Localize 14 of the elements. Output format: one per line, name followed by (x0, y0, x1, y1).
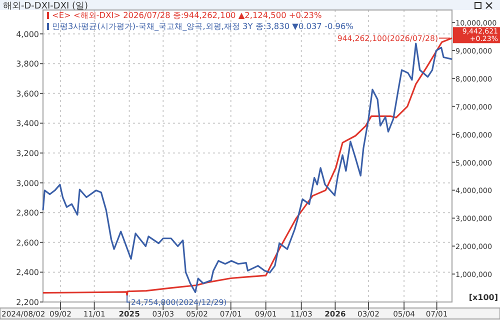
y-tick-label: 3,400 (16, 119, 39, 128)
y-tick-label: 2,400 (16, 268, 39, 278)
chart-title: 해외-D-DXI-DXI (일) (3, 2, 88, 12)
y-tick-label: 4,000 (16, 30, 39, 39)
y-tick-label: 2,800 (16, 208, 39, 218)
y2-axis-title: [x100] (468, 293, 498, 302)
y-tick-label: 3,000 (16, 178, 39, 188)
y-tick-label: 3,800 (16, 60, 39, 69)
y-tick-label: 2,200 (16, 298, 39, 307)
legend-label: 민평3사평균(시가평가)-국채_국고채_양곡,외평,재정 3Y 종:3,830 ▼0.037 -0.96% (52, 21, 354, 31)
y-tick-label: 2,600 (16, 238, 39, 248)
legend-label: <E> <해외-DXI> 2026/07/28 종:944,262,100 ▲2,124,500 +0.23% (52, 10, 322, 20)
y-tick-label: 3,600 (16, 89, 39, 98)
y-tick-label: 3,200 (16, 149, 39, 158)
